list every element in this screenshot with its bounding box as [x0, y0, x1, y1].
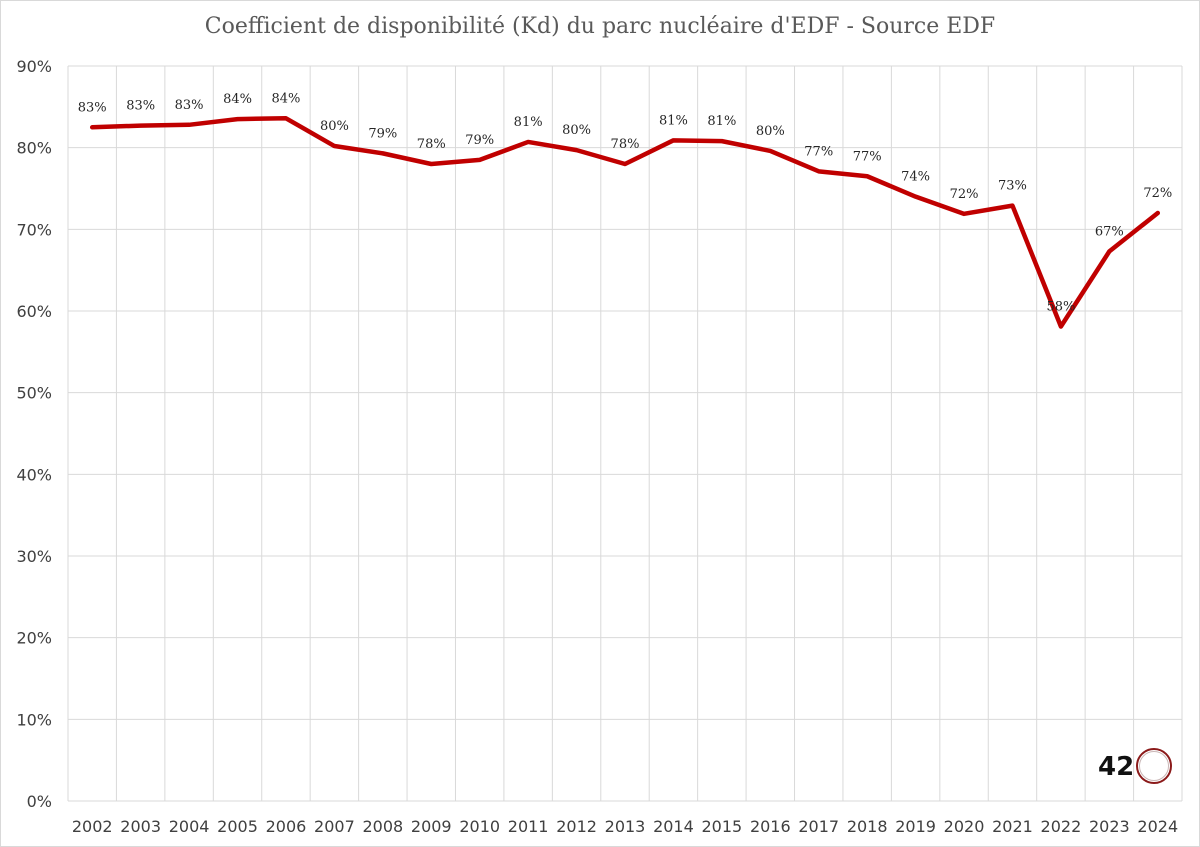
logo-text: 42 — [1098, 752, 1135, 782]
x-tick-label: 2018 — [847, 817, 888, 836]
data-label: 58% — [1046, 300, 1075, 315]
data-label: 78% — [611, 137, 640, 152]
data-label: 81% — [514, 115, 543, 130]
x-tick-label: 2020 — [944, 817, 985, 836]
x-tick-label: 2016 — [750, 817, 791, 836]
x-axis-ticks: 2002 2003 2004 2005 2006 2007 2008 2009 2010 2011… — [72, 817, 1178, 836]
x-tick-label: 2011 — [508, 817, 549, 836]
data-label: 78% — [417, 137, 446, 152]
data-label: 81% — [659, 113, 688, 128]
x-tick-label: 2002 — [72, 817, 113, 836]
x-tick-label: 2013 — [605, 817, 646, 836]
data-label: 79% — [465, 133, 494, 148]
x-tick-label: 2007 — [314, 817, 355, 836]
y-tick-label: 30% — [16, 547, 52, 566]
x-tick-label: 2005 — [217, 817, 258, 836]
x-tick-label: 2021 — [992, 817, 1033, 836]
data-label: 77% — [804, 144, 833, 159]
data-label: 83% — [126, 99, 155, 114]
data-label: 72% — [1143, 186, 1172, 201]
data-labels: 83% 83% 83% 84% 84% 80% 79% 78% 79% 81% 80% 78% 81% 8… — [78, 91, 1172, 314]
data-label: 84% — [272, 91, 301, 106]
data-label: 80% — [320, 119, 349, 134]
data-label: 67% — [1095, 224, 1124, 239]
x-tick-label: 2012 — [556, 817, 597, 836]
y-tick-label: 0% — [27, 792, 52, 811]
x-tick-label: 2008 — [362, 817, 403, 836]
logo-ring-icon — [1136, 748, 1172, 784]
x-tick-label: 2015 — [702, 817, 743, 836]
chart-title: Coefficient de disponibilité (Kd) du par… — [204, 14, 996, 39]
grid — [67, 65, 1183, 802]
y-tick-label: 50% — [16, 384, 52, 403]
x-tick-label: 2014 — [653, 817, 694, 836]
x-tick-label: 2003 — [120, 817, 161, 836]
data-label: 72% — [950, 187, 979, 202]
x-tick-label: 2019 — [895, 817, 936, 836]
data-label: 80% — [756, 124, 785, 139]
data-label: 79% — [368, 126, 397, 141]
y-tick-label: 80% — [16, 139, 52, 158]
data-label: 84% — [223, 92, 252, 107]
y-tick-label: 90% — [16, 57, 52, 76]
x-tick-label: 2017 — [798, 817, 839, 836]
data-label: 83% — [175, 98, 204, 113]
x-tick-label: 2009 — [411, 817, 452, 836]
series-layer — [89, 116, 1161, 329]
data-label: 74% — [901, 170, 930, 185]
y-axis-ticks: 0% 10% 20% 30% 40% 50% 60% 70% 80% 90% — [16, 57, 52, 811]
data-label: 73% — [998, 179, 1027, 194]
x-tick-label: 2010 — [459, 817, 500, 836]
y-tick-label: 40% — [16, 465, 52, 484]
x-tick-label: 2023 — [1089, 817, 1130, 836]
data-label: 83% — [78, 100, 107, 115]
x-tick-label: 2022 — [1041, 817, 1082, 836]
x-tick-label: 2006 — [266, 817, 307, 836]
y-tick-label: 70% — [16, 220, 52, 239]
data-label: 77% — [853, 149, 882, 164]
y-tick-label: 20% — [16, 629, 52, 648]
y-tick-label: 10% — [16, 710, 52, 729]
data-label: 80% — [562, 123, 591, 138]
x-tick-label: 2024 — [1137, 817, 1178, 836]
data-label: 81% — [707, 114, 736, 129]
y-tick-label: 60% — [16, 302, 52, 321]
x-tick-label: 2004 — [169, 817, 210, 836]
42-logo: 42 — [1098, 744, 1178, 792]
